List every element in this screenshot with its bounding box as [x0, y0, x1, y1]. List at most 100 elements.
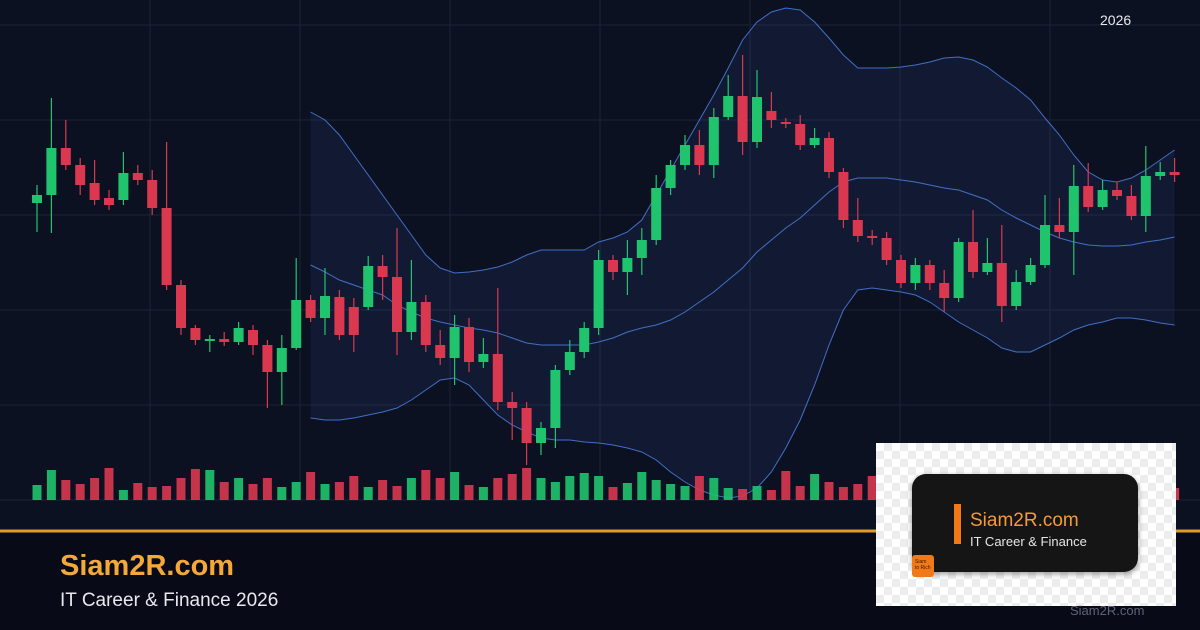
candle-body [910, 265, 921, 283]
volume-bar [104, 468, 114, 500]
candle-body [334, 297, 345, 335]
logo-text: Siam [915, 559, 927, 565]
volume-bar [176, 478, 186, 500]
candle-body [60, 148, 71, 165]
candle-body [809, 138, 820, 145]
corner-label: 2026 [1100, 12, 1132, 28]
volume-bar [781, 471, 791, 500]
candle-body [492, 354, 503, 402]
tagline: IT Career & Finance 2026 [60, 590, 279, 611]
volume-bar [752, 486, 762, 500]
volume-bar [162, 486, 172, 500]
candle-body [348, 307, 359, 335]
volume-bar [594, 476, 604, 500]
volume-bar [219, 482, 229, 500]
candle-body [392, 277, 402, 332]
brand: Siam2R.com [60, 550, 235, 582]
candle-body [536, 428, 546, 443]
volume-bar [853, 484, 863, 500]
candle-body [737, 96, 748, 142]
candle-body [89, 183, 100, 200]
volume-bar [262, 478, 272, 500]
candle-body [1054, 225, 1065, 232]
candle-body [377, 266, 388, 277]
volume-bar [32, 485, 42, 500]
volume-bar [565, 476, 575, 500]
candle-body [651, 188, 662, 240]
candle-body [75, 165, 86, 185]
candle-body [953, 242, 964, 298]
volume-bar [522, 468, 532, 500]
candle-body [982, 263, 993, 272]
candle-body [521, 408, 532, 443]
volume-bar [435, 478, 445, 500]
volume-bar [738, 489, 748, 500]
candle-body [896, 260, 906, 283]
candle-body [161, 208, 172, 285]
volume-bar [709, 478, 719, 500]
volume-bar [75, 484, 85, 500]
volume-bar [680, 486, 690, 500]
volume-bar [810, 474, 820, 500]
volume-bar [90, 478, 100, 500]
candle-body [694, 145, 705, 165]
candle-body [233, 328, 244, 342]
candle-body [1025, 265, 1036, 282]
band-line [310, 7, 1175, 274]
candle-body [564, 352, 575, 370]
candle-body [550, 370, 561, 428]
volume-bar [493, 478, 503, 500]
volume-bar [61, 480, 71, 500]
candle-body [968, 242, 978, 272]
candle-body [593, 260, 604, 328]
candle-body [449, 327, 460, 358]
volume-bar [421, 470, 431, 500]
logo-text: to Rich [915, 565, 931, 571]
candle-body [881, 238, 892, 260]
candle-body [1083, 186, 1094, 207]
candle-body [248, 330, 258, 345]
candle-body [924, 265, 935, 283]
volume-bar [118, 490, 128, 500]
volume-bar [234, 478, 244, 500]
candle-body [665, 165, 676, 188]
candle-body [636, 240, 647, 258]
candle-body [752, 97, 762, 142]
candle-body [420, 302, 431, 345]
volume-bar [248, 484, 258, 500]
candle-body [795, 124, 806, 145]
candle-body [104, 198, 114, 205]
candle-body [1097, 190, 1108, 207]
candle-body [766, 111, 777, 120]
candle-body [1068, 186, 1079, 232]
candle-body [118, 173, 129, 200]
candle-body [276, 348, 287, 372]
candle-body [780, 122, 791, 124]
watermark: Siam2R.com [1070, 603, 1145, 618]
candle-body [320, 296, 330, 318]
candle-body [190, 328, 201, 340]
volume-bar [766, 490, 776, 500]
candle-body [262, 345, 273, 372]
volume-bar [723, 488, 733, 500]
volume-bar [334, 482, 344, 500]
candle-body [1140, 176, 1151, 216]
candle-body [46, 148, 57, 195]
candle-body [305, 300, 316, 318]
candle-body [1155, 172, 1166, 176]
volume-bar [637, 472, 647, 500]
candle-body [478, 354, 489, 362]
volume-bar [291, 482, 301, 500]
volume-bar [46, 470, 56, 500]
volume-bar [464, 485, 474, 500]
volume-bar [651, 480, 661, 500]
candle-body [852, 220, 863, 236]
volume-bar [550, 482, 560, 500]
volume-bar [349, 476, 359, 500]
candle-body [132, 173, 143, 180]
candle-body [176, 285, 186, 328]
candle-body [622, 258, 633, 272]
candle-body [680, 145, 690, 165]
volume-bar [392, 486, 402, 500]
